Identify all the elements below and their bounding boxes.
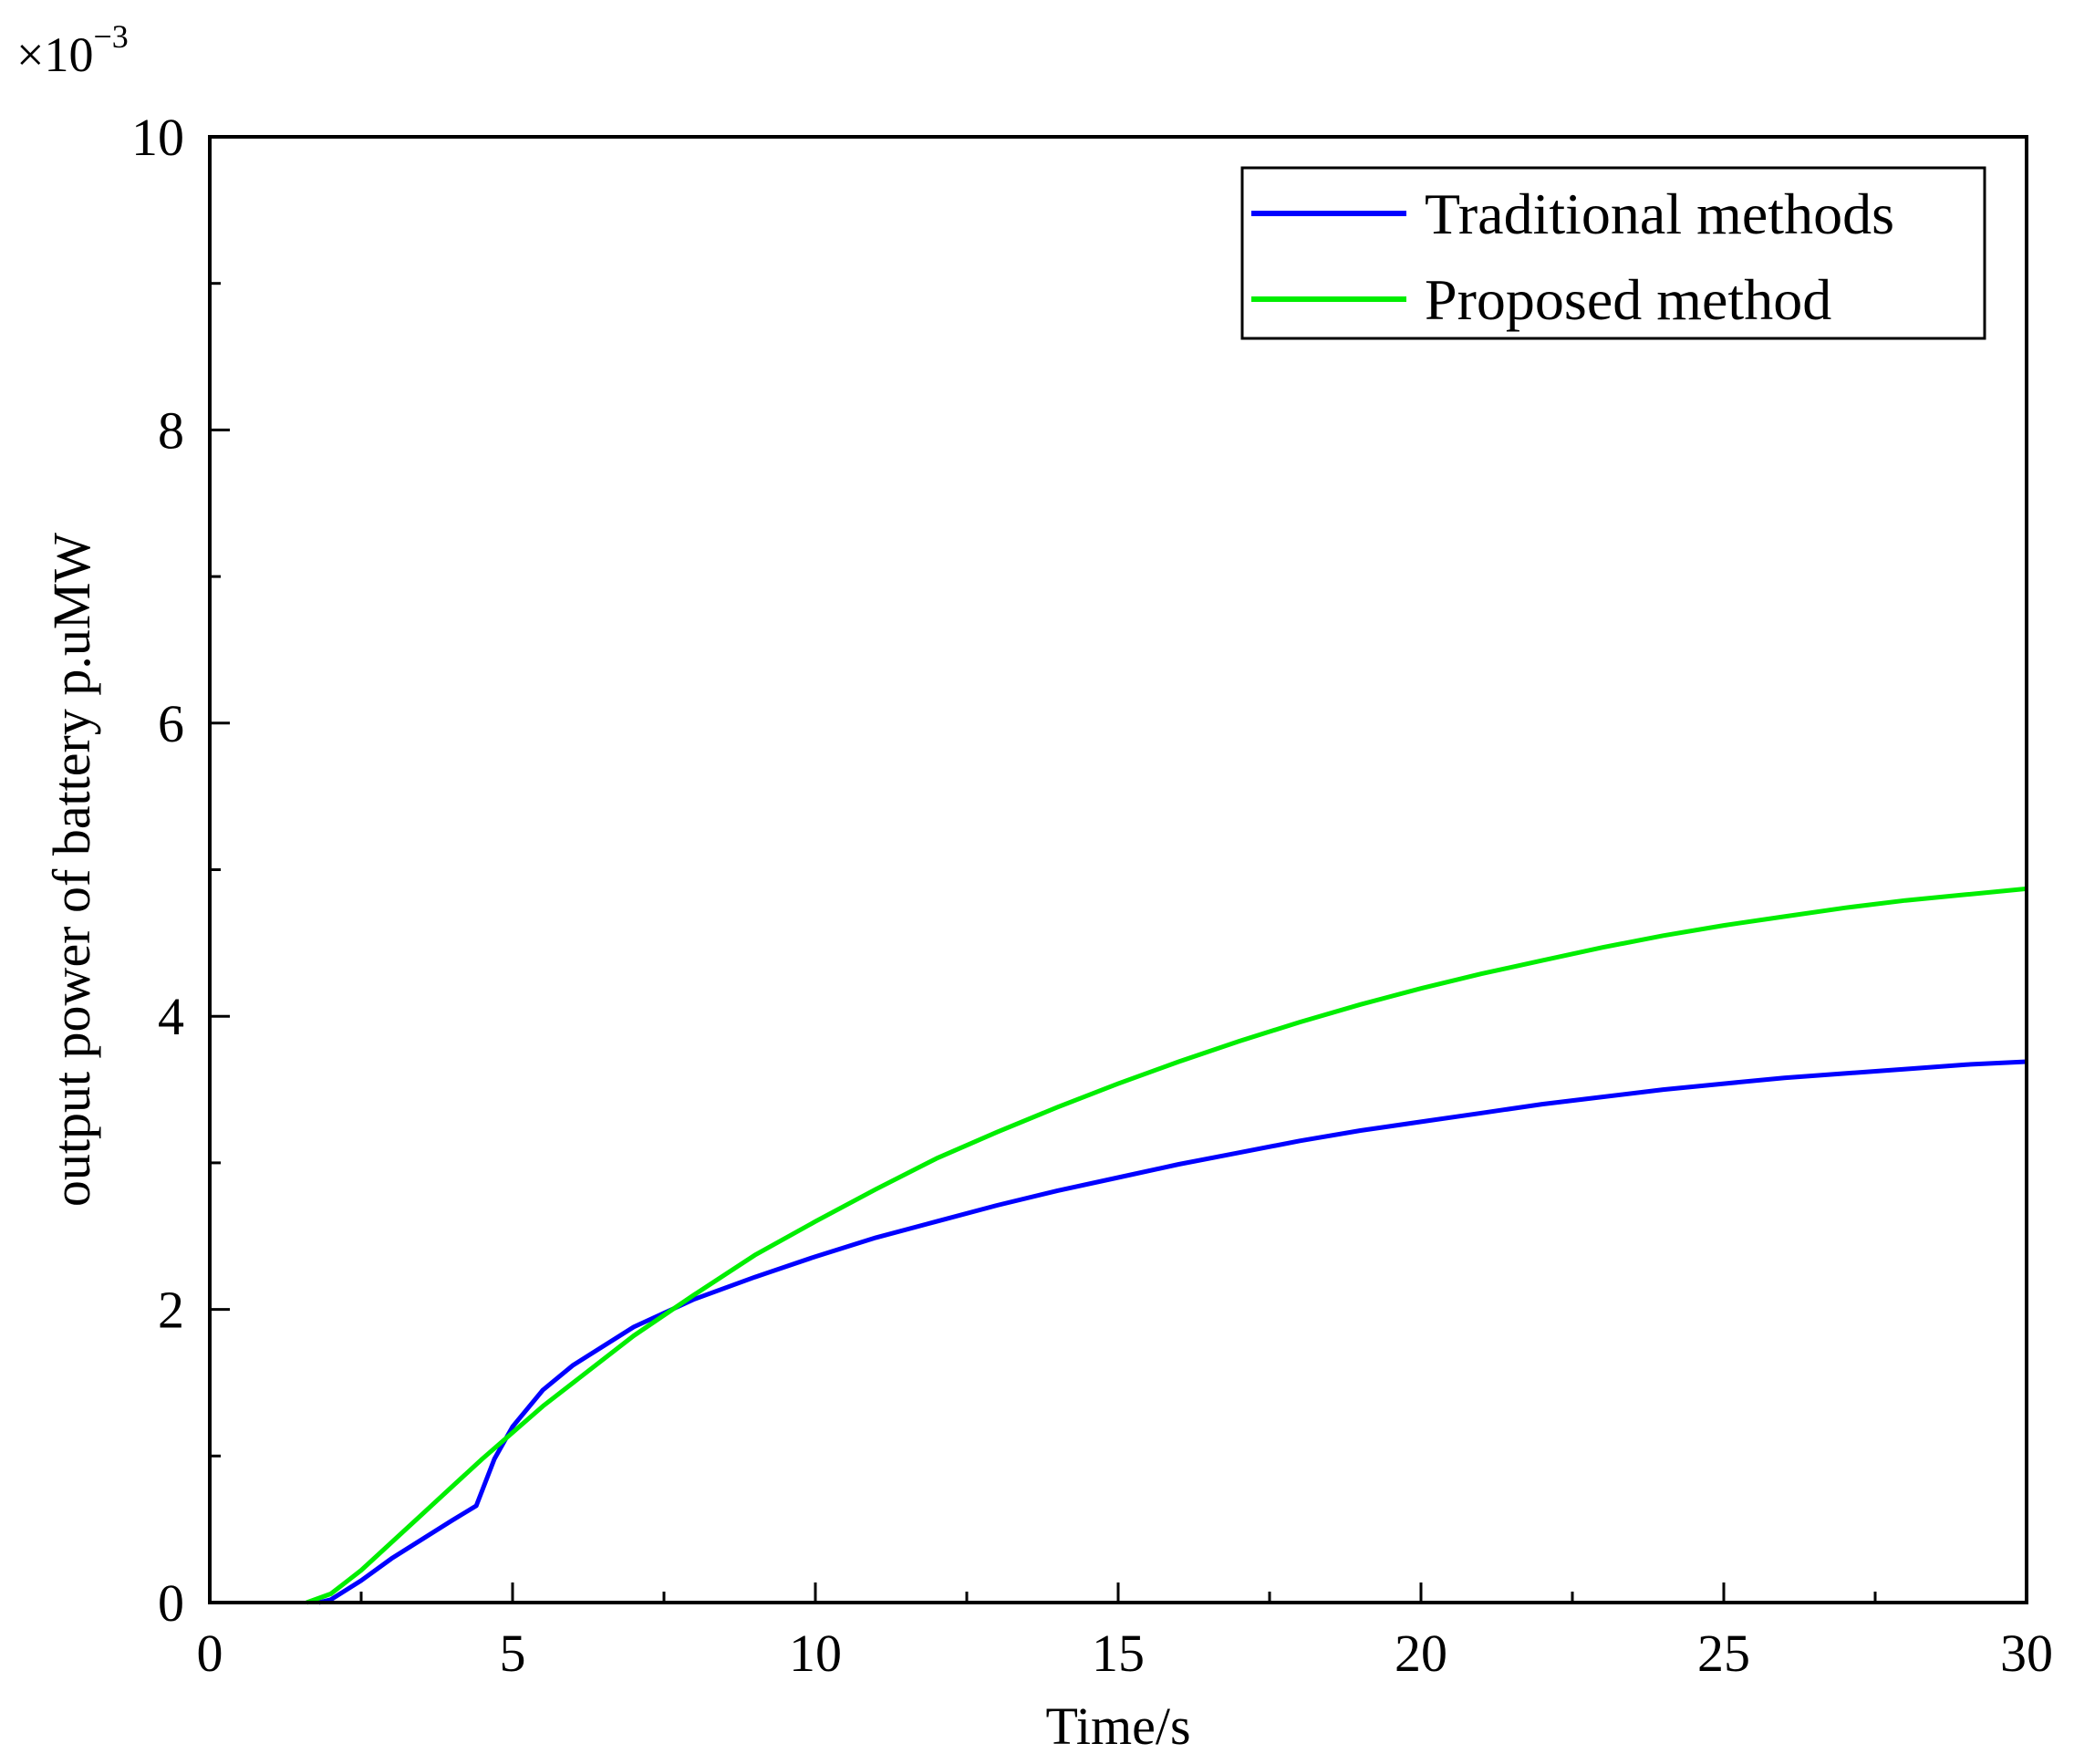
- axis-tick-labels: 0 5 10 15 20 25 30 0 2 4 6 8 10: [131, 108, 2053, 1683]
- y-tick-label: 0: [158, 1573, 184, 1633]
- plot-lines: [306, 886, 2027, 1605]
- y-axis-multiplier: ×10−3: [16, 18, 129, 82]
- series-line-traditional: [317, 1059, 2027, 1605]
- axis-ticks: [208, 135, 2028, 1604]
- x-tick-label: 20: [1395, 1624, 1447, 1683]
- legend: Traditional methods Proposed method: [1240, 166, 1986, 340]
- x-tick-label: 15: [1092, 1624, 1145, 1683]
- x-tick-label: 0: [197, 1624, 223, 1683]
- x-axis-title: Time/s: [1045, 1697, 1190, 1756]
- legend-box: [1240, 166, 1986, 340]
- y-tick-label: 8: [158, 400, 184, 460]
- legend-label-proposed: Proposed method: [1425, 267, 1831, 332]
- y-tick-label: 2: [158, 1281, 184, 1340]
- x-tick-label: 25: [1697, 1624, 1750, 1683]
- y-tick-label: 6: [158, 694, 184, 753]
- y-tick-label: 4: [158, 987, 184, 1046]
- y-tick-label: 10: [131, 108, 184, 167]
- y-axis-title: output power of battery p.uMW: [42, 533, 101, 1208]
- x-tick-label: 10: [789, 1624, 842, 1683]
- plot-frame: [208, 135, 2028, 1604]
- x-tick-label: 30: [2000, 1624, 2053, 1683]
- x-tick-label: 5: [500, 1624, 526, 1683]
- series-line-proposed: [306, 886, 2027, 1605]
- legend-label-traditional: Traditional methods: [1425, 182, 1894, 246]
